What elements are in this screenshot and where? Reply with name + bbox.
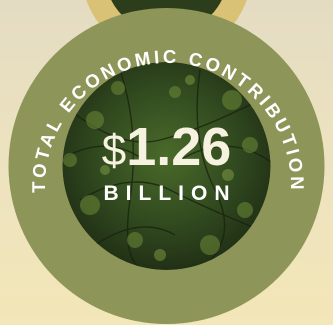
unit-label: BILLION — [104, 182, 237, 205]
currency-symbol: $ — [102, 126, 126, 175]
forest-canopy-photo — [62, 62, 271, 270]
amount: 1.26 — [126, 117, 231, 177]
contribution-value: $1.26 — [102, 117, 232, 177]
